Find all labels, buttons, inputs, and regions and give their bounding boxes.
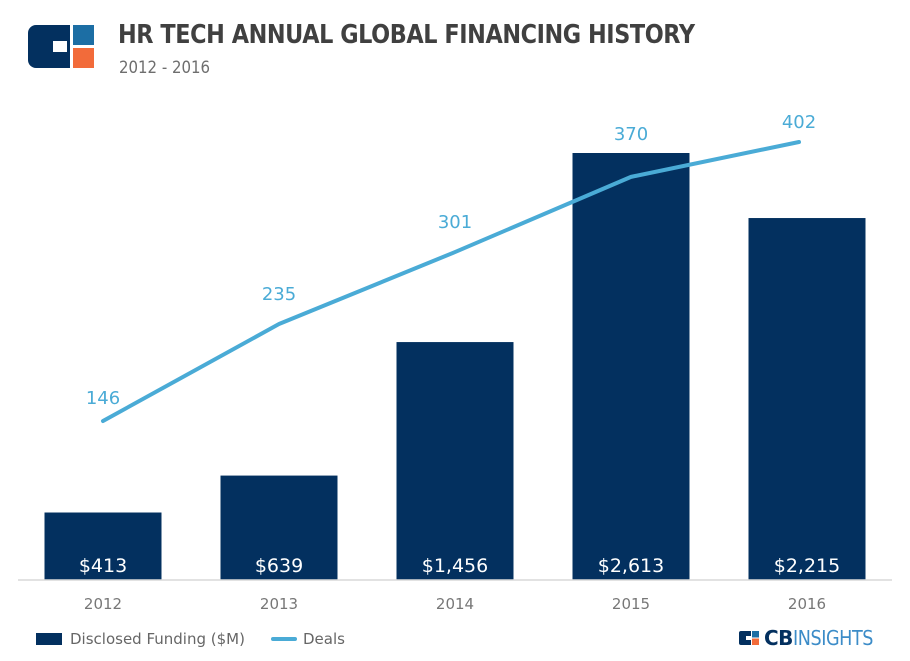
- x-tick-label: 2016: [788, 595, 826, 613]
- legend-line-swatch: [270, 637, 297, 641]
- cb-insights-logo-icon: [28, 25, 94, 68]
- bar-value-label: $1,456: [422, 555, 488, 577]
- bar-value-label: $2,613: [598, 555, 664, 577]
- bar-value-label: $2,215: [774, 555, 840, 577]
- bar-2012: [44, 512, 162, 580]
- deals-value-label: 235: [262, 284, 296, 305]
- legend-bars-label: Disclosed Funding ($M): [70, 630, 245, 648]
- deals-value-label: 301: [438, 212, 472, 233]
- x-tick-label: 2013: [260, 595, 298, 613]
- bar-2013: [220, 475, 338, 580]
- chart-title: HR TECH ANNUAL GLOBAL FINANCING HISTORY: [118, 20, 695, 50]
- deals-value-label: 146: [86, 388, 120, 409]
- legend-line-label: Deals: [302, 630, 345, 648]
- x-tick-label: 2012: [84, 595, 122, 613]
- cb-insights-mark-icon: [739, 631, 759, 645]
- bar-value-label: $413: [79, 555, 127, 577]
- bar-value-label: $639: [255, 555, 303, 577]
- legend-bar-swatch: [36, 633, 62, 645]
- chart-subtitle: 2012 - 2016: [119, 58, 211, 78]
- deals-value-label: 370: [614, 124, 648, 145]
- legend: Disclosed Funding ($M) Deals: [36, 630, 345, 648]
- bar-2016: [748, 218, 866, 581]
- cb-insights-brand: CB INSIGHTS: [739, 626, 884, 650]
- bar-2014: [396, 342, 514, 580]
- brand-cb-text: CB: [764, 626, 793, 650]
- logo-bottom-right-block: [73, 48, 94, 68]
- x-tick-label: 2014: [436, 595, 474, 613]
- deals-value-label: 402: [782, 112, 816, 133]
- logo-top-right-block: [73, 25, 94, 45]
- brand-insights-text: INSIGHTS: [792, 626, 873, 650]
- x-tick-label: 2015: [612, 595, 650, 613]
- bar-2015: [572, 153, 690, 580]
